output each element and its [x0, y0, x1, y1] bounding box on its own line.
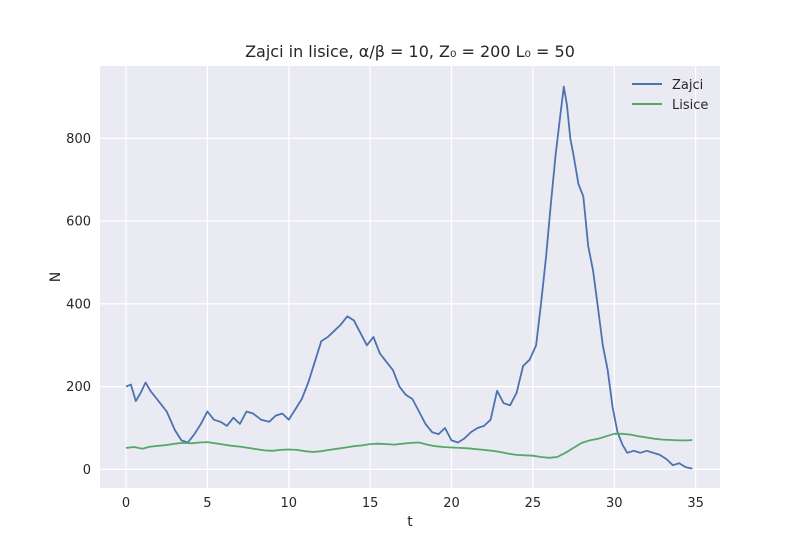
legend-label-zajci: Zajci [672, 78, 703, 93]
legend-label-lisice: Lisice [672, 98, 708, 113]
x-tick-label: 35 [687, 496, 704, 511]
y-tick-label: 0 [83, 463, 91, 478]
y-tick-label: 400 [66, 297, 91, 312]
x-tick-label: 20 [443, 496, 460, 511]
x-tick-label: 30 [606, 496, 623, 511]
legend: Zajci Lisice [632, 78, 708, 113]
x-axis-label: t [407, 514, 413, 530]
x-tick-label: 5 [203, 496, 211, 511]
y-tick-label: 800 [66, 132, 91, 147]
y-tick-label: 600 [66, 215, 91, 230]
plot-area [100, 66, 720, 488]
series-lines [125, 85, 693, 470]
series-line-lisice [125, 432, 693, 459]
series-line-zajci [125, 85, 693, 470]
x-tick-label: 25 [525, 496, 542, 511]
grid [100, 66, 720, 488]
x-tick-label: 10 [280, 496, 297, 511]
chart-title: Zajci in lisice, α/β = 10, Z₀ = 200 L₀ =… [245, 42, 575, 61]
tick-labels: 0 5 10 15 20 25 30 35 0 200 400 600 800 [66, 132, 704, 511]
y-tick-label: 200 [66, 380, 91, 395]
y-axis-label: N [48, 272, 64, 282]
x-tick-label: 15 [362, 496, 379, 511]
x-tick-label: 0 [122, 496, 130, 511]
